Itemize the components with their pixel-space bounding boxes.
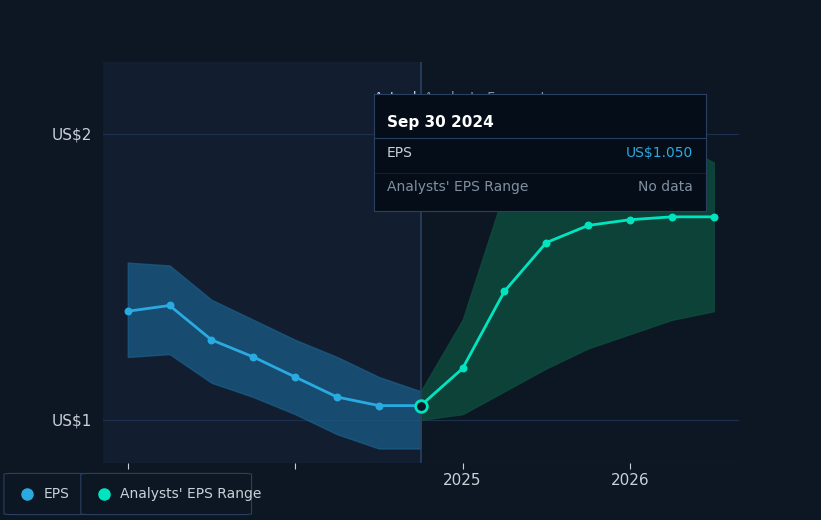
Point [205,335,218,344]
Point [665,213,678,221]
Text: Analysts' EPS Range: Analysts' EPS Range [120,487,261,501]
FancyBboxPatch shape [80,473,251,515]
Text: EPS: EPS [44,487,69,501]
Text: Analysts' EPS Range: Analysts' EPS Range [387,180,528,194]
Bar [103,62,421,463]
Text: EPS: EPS [387,146,413,160]
Text: Sep 30 2024: Sep 30 2024 [387,115,493,129]
Point [415,401,428,410]
Point [373,401,386,410]
Point [247,353,260,361]
Point [122,307,135,315]
Point [331,393,344,401]
Point [707,213,720,221]
Point [289,373,302,381]
Point [163,301,177,309]
Point [539,238,553,246]
Point [456,364,469,372]
FancyBboxPatch shape [4,473,89,515]
Text: Analysts Forecasts: Analysts Forecasts [424,92,553,105]
Text: US$1.050: US$1.050 [626,146,693,160]
Text: Actual: Actual [374,92,417,105]
Point [498,287,511,295]
Text: No data: No data [638,180,693,194]
Point [581,221,594,229]
Point [623,215,636,224]
